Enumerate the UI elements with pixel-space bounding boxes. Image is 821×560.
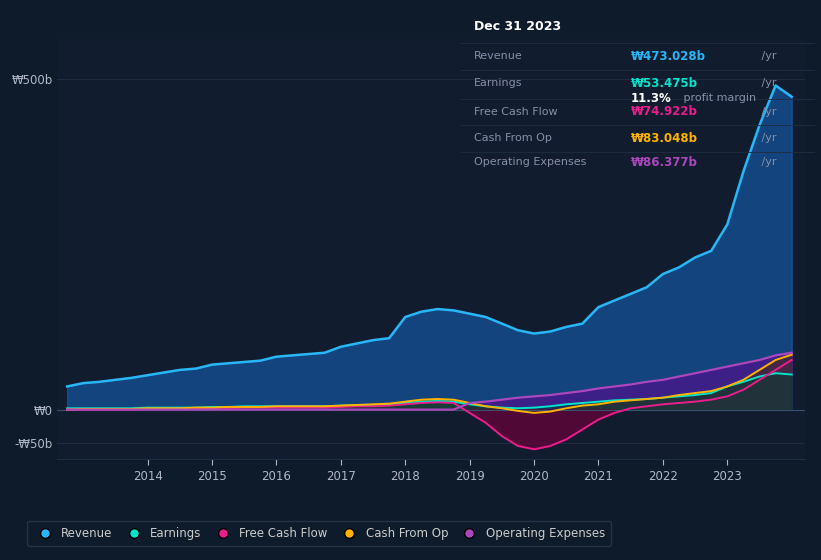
Text: 11.3%: 11.3% <box>631 92 671 105</box>
Text: Free Cash Flow: Free Cash Flow <box>475 107 557 116</box>
Text: ₩83.048b: ₩83.048b <box>631 132 697 144</box>
Text: Earnings: Earnings <box>475 78 523 88</box>
Text: ₩86.377b: ₩86.377b <box>631 156 697 169</box>
Text: Operating Expenses: Operating Expenses <box>475 157 586 167</box>
Text: /yr: /yr <box>759 107 777 116</box>
Text: /yr: /yr <box>759 157 777 167</box>
Text: /yr: /yr <box>759 78 777 88</box>
Text: profit margin: profit margin <box>680 94 756 103</box>
Text: ₩473.028b: ₩473.028b <box>631 50 705 63</box>
Legend: Revenue, Earnings, Free Cash Flow, Cash From Op, Operating Expenses: Revenue, Earnings, Free Cash Flow, Cash … <box>27 521 611 545</box>
Text: Dec 31 2023: Dec 31 2023 <box>475 20 562 32</box>
Text: Cash From Op: Cash From Op <box>475 133 552 143</box>
Text: ₩74.922b: ₩74.922b <box>631 105 697 118</box>
Text: ₩53.475b: ₩53.475b <box>631 77 697 90</box>
Text: /yr: /yr <box>759 52 777 61</box>
Text: Revenue: Revenue <box>475 52 523 61</box>
Text: /yr: /yr <box>759 133 777 143</box>
